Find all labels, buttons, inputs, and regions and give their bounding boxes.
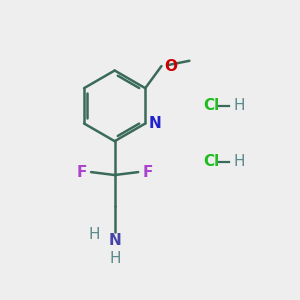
Text: F: F bbox=[76, 165, 87, 180]
Text: H: H bbox=[234, 98, 245, 113]
Text: N: N bbox=[149, 116, 161, 131]
Text: H: H bbox=[234, 154, 245, 169]
Text: O: O bbox=[164, 58, 177, 74]
Text: H: H bbox=[88, 227, 100, 242]
Text: N: N bbox=[109, 233, 122, 248]
Text: H: H bbox=[110, 251, 121, 266]
Text: Cl: Cl bbox=[203, 154, 219, 169]
Text: Cl: Cl bbox=[203, 98, 219, 113]
Text: F: F bbox=[142, 165, 153, 180]
